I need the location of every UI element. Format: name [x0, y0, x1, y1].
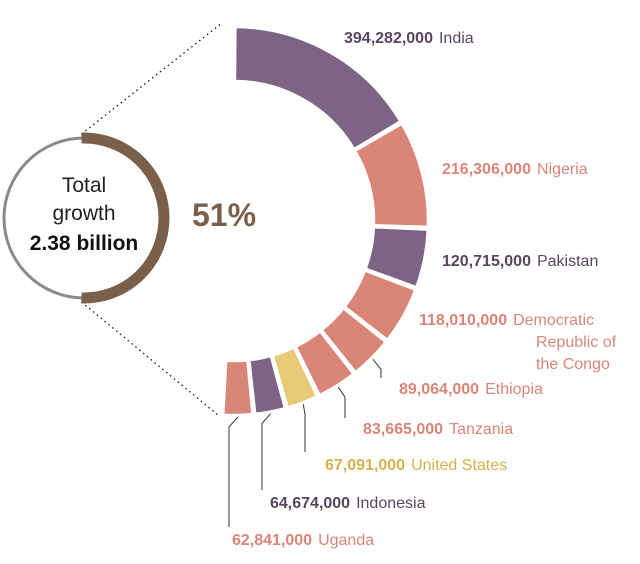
label-value-india: 394,282,000	[344, 30, 433, 47]
leader-indonesia	[261, 413, 271, 490]
leader-tanzania	[337, 386, 346, 418]
label-value-pakistan: 120,715,000	[442, 253, 531, 270]
label-nigeria: 216,306,000 Nigeria	[442, 161, 588, 178]
slice-nigeria	[353, 121, 430, 229]
leader-united-states	[302, 404, 306, 452]
label-name-india: India	[439, 30, 474, 47]
country-slices	[221, 25, 430, 417]
label-name-democratic-republic-of-the-congo-2: the Congo	[536, 356, 610, 373]
label-value-democratic-republic-of-the-congo: 118,010,000	[419, 312, 507, 329]
connector-bottom	[81, 301, 221, 418]
slice-united-states	[271, 345, 319, 409]
total-line2: growth	[52, 202, 115, 225]
label-value-united-states: 67,091,000	[325, 457, 405, 474]
label-name-democratic-republic-of-the-congo-1: Republic of	[536, 334, 617, 351]
label-tanzania: 83,665,000 Tanzania	[363, 421, 513, 438]
label-name-ethiopia: Ethiopia	[485, 381, 543, 398]
slice-indonesia	[247, 354, 287, 416]
label-name-united-states: United States	[411, 457, 507, 474]
label-democratic-republic-of-the-congo: 118,010,000 Democratic Republic of the Cong…	[419, 312, 617, 373]
total-line3: 2.38 billion	[30, 232, 139, 255]
total-share-arc	[81, 132, 170, 304]
total-line1: Total	[62, 174, 106, 197]
slice-pakistan	[363, 225, 430, 289]
label-india: 394,282,000 India	[344, 30, 474, 47]
label-ethiopia: 89,064,000 Ethiopia	[399, 381, 543, 398]
leader-uganda	[228, 416, 239, 527]
slice-tanzania	[294, 329, 356, 397]
label-indonesia: 64,674,000 Indonesia	[270, 495, 426, 512]
label-name-pakistan: Pakistan	[537, 253, 598, 270]
label-uganda: 62,841,000 Uganda	[232, 532, 374, 549]
label-united-states: 67,091,000 United States	[325, 457, 507, 474]
label-value-uganda: 62,841,000	[232, 532, 312, 549]
label-value-nigeria: 216,306,000	[442, 161, 531, 178]
connector-top	[81, 22, 223, 135]
label-name-uganda: Uganda	[318, 532, 374, 549]
label-value-tanzania: 83,665,000	[363, 421, 443, 438]
slice-india	[233, 25, 403, 151]
label-value-indonesia: 64,674,000	[270, 495, 350, 512]
total-growth-summary: Total growth 2.38 billion 51%	[2, 132, 256, 304]
label-name-tanzania: Tanzania	[449, 421, 513, 438]
country-labels: 394,282,000 India 216,306,000 Nigeria 120,71…	[232, 30, 617, 549]
label-value-ethiopia: 89,064,000	[399, 381, 479, 398]
label-leaders	[228, 359, 382, 527]
share-label: 51%	[192, 197, 256, 233]
label-name-nigeria: Nigeria	[537, 161, 588, 178]
slice-uganda	[221, 358, 254, 417]
leader-ethiopia	[372, 359, 382, 378]
label-name-democratic-republic-of-the-congo: Democratic	[513, 312, 594, 329]
label-pakistan: 120,715,000 Pakistan	[442, 253, 598, 270]
slice-democratic-republic-of-the-congo	[342, 269, 418, 342]
label-name-indonesia: Indonesia	[356, 495, 425, 512]
slice-ethiopia	[319, 306, 388, 374]
